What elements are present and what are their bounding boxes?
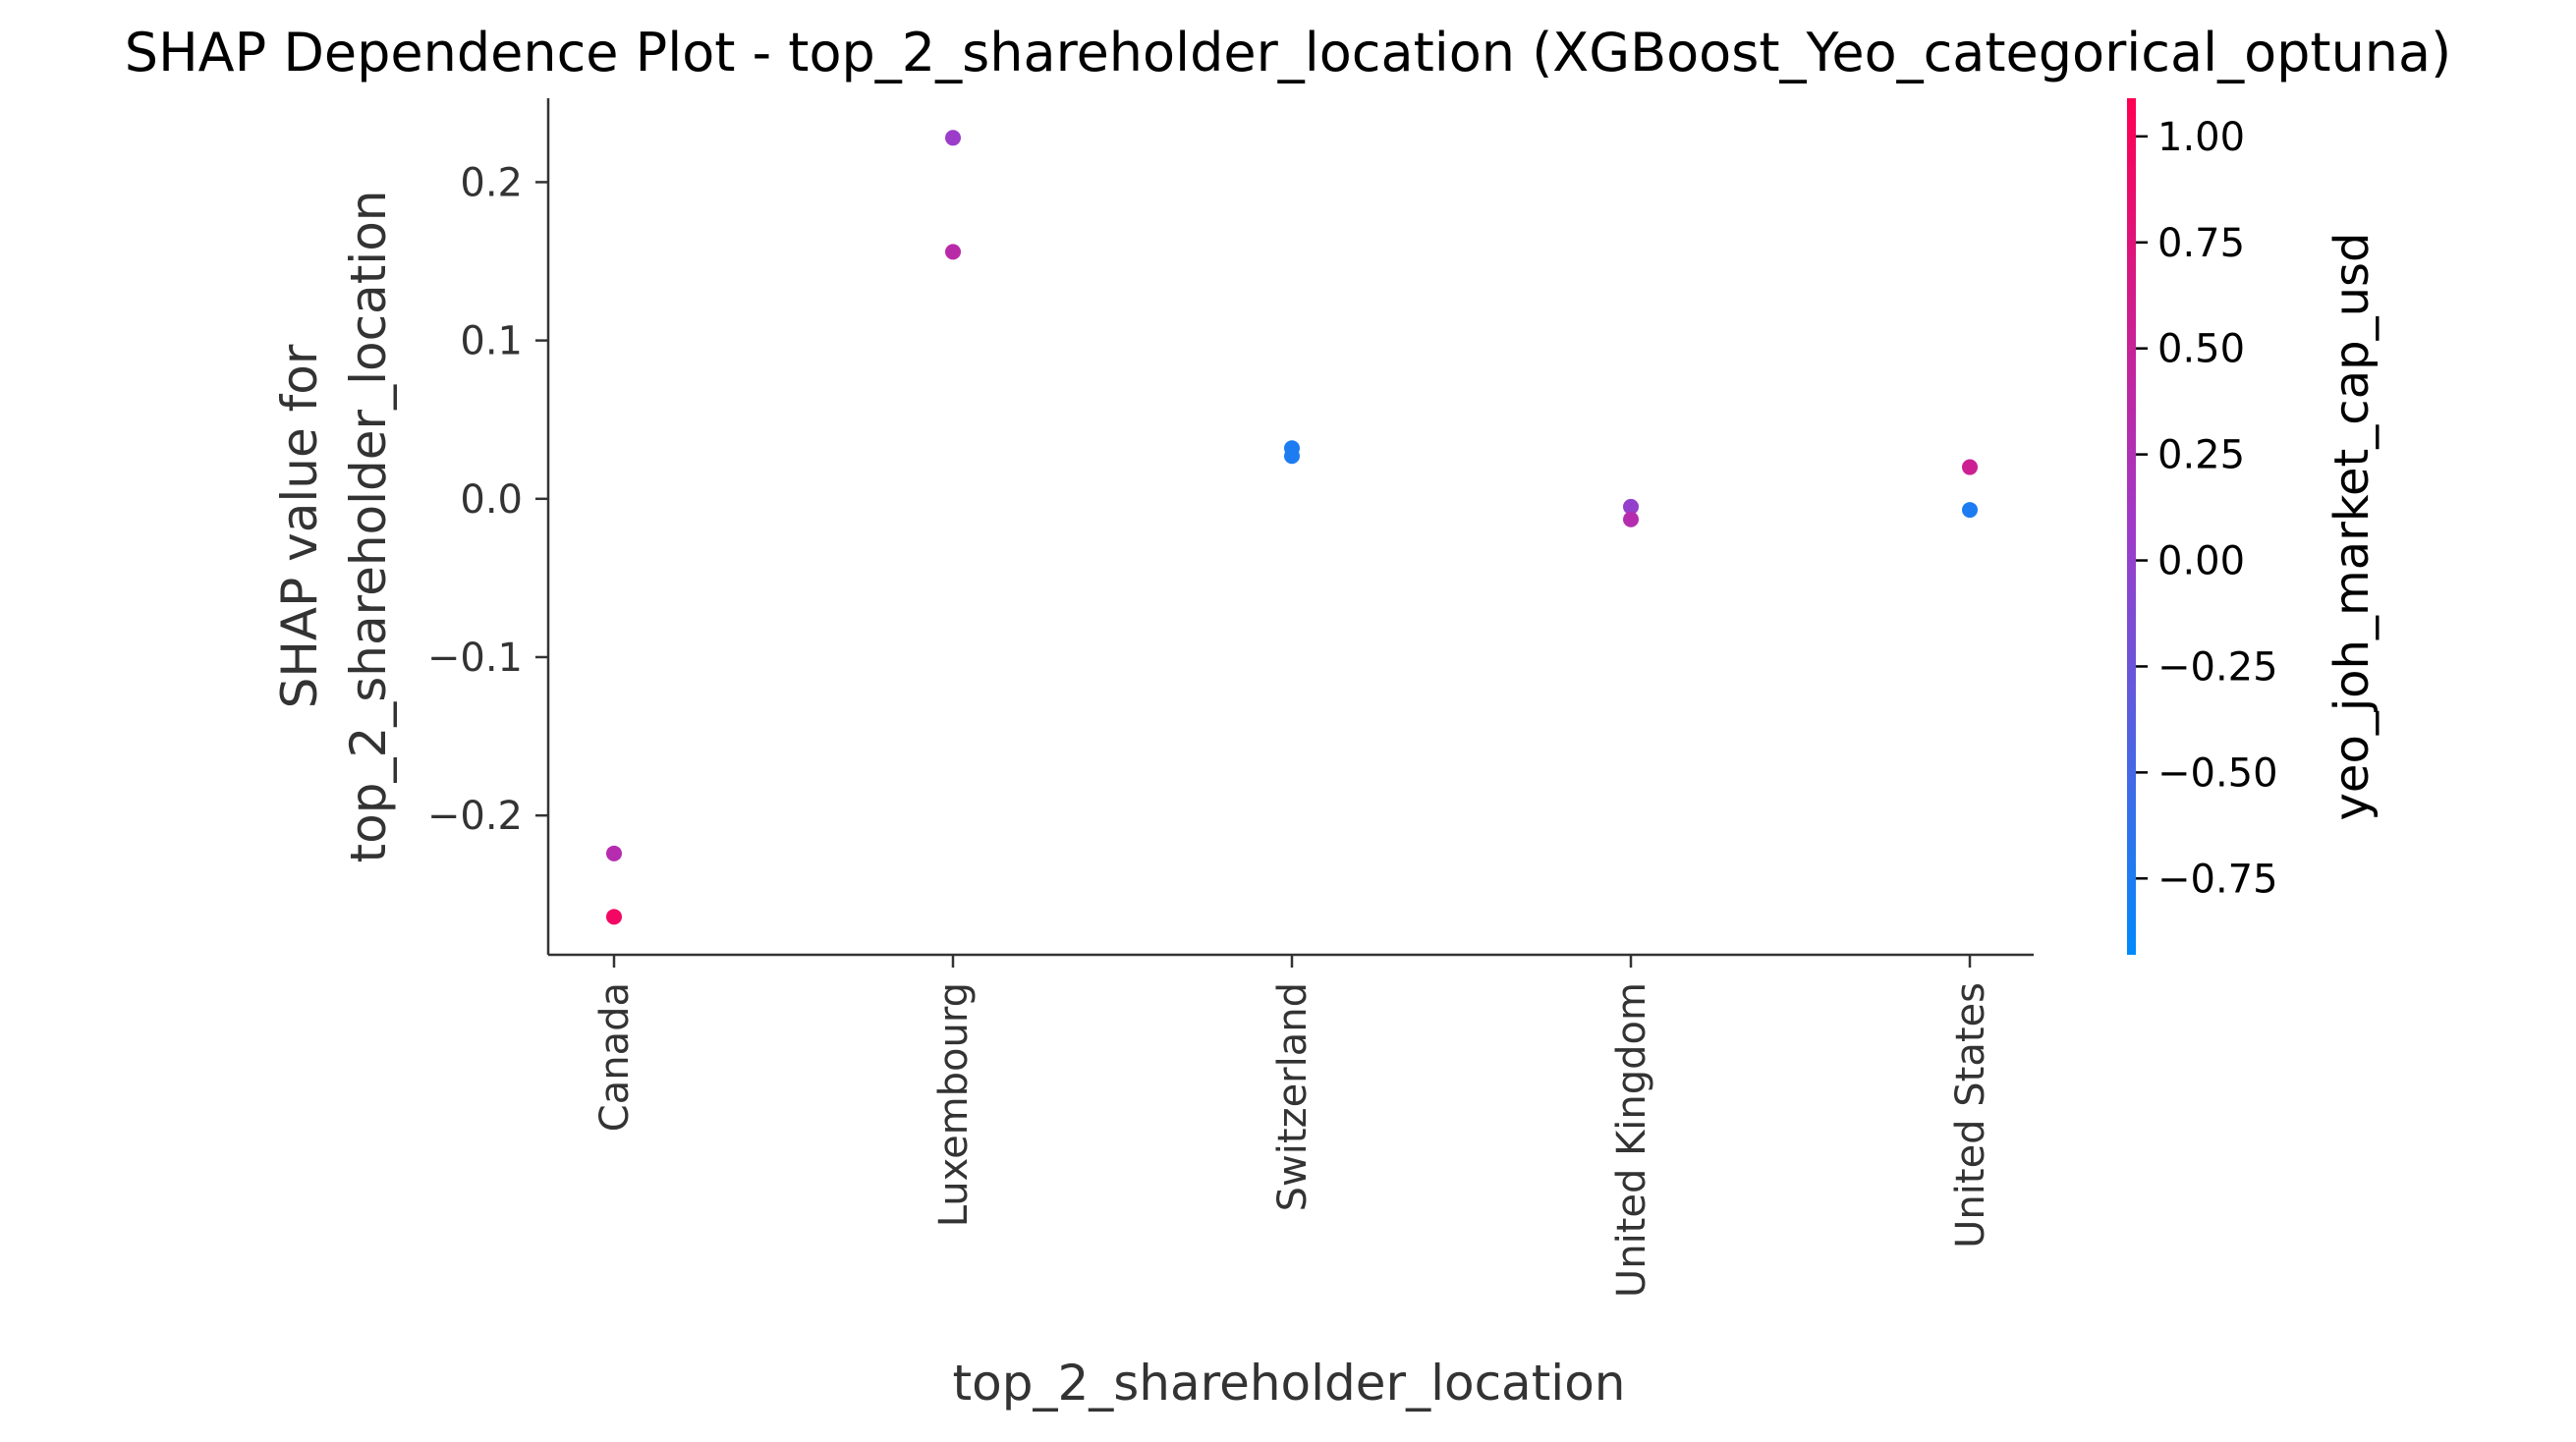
colorbar-tick-label: 1.00 — [2157, 115, 2245, 160]
scatter-points — [606, 130, 1978, 925]
data-point — [1962, 459, 1978, 475]
chart-title: SHAP Dependence Plot - top_2_shareholder… — [125, 22, 2451, 83]
data-point — [1962, 502, 1978, 519]
y-tick-label: −0.2 — [427, 794, 523, 839]
data-point — [1623, 498, 1639, 515]
y-axis-label-line1: SHAP value for — [271, 344, 328, 708]
data-point — [606, 909, 622, 925]
data-point — [945, 244, 961, 260]
x-tick-label: Canada — [592, 982, 638, 1132]
colorbar-label: yeo_joh_market_cap_usd — [2324, 233, 2380, 821]
colorbar-tick-label: 0.75 — [2157, 221, 2245, 266]
colorbar-tick-label: 0.25 — [2157, 433, 2245, 478]
data-point — [945, 130, 961, 146]
colorbar-tick-label: 0.00 — [2157, 539, 2245, 584]
colorbar-tick-label: 0.50 — [2157, 327, 2245, 372]
data-point — [1623, 511, 1639, 527]
data-point — [1284, 448, 1300, 465]
x-tick-label: Switzerland — [1270, 982, 1316, 1211]
x-tick-label: Luxembourg — [931, 982, 977, 1227]
colorbar-tick-label: −0.25 — [2157, 644, 2278, 690]
colorbar — [2127, 98, 2136, 955]
x-axis-label: top_2_shareholder_location — [953, 1355, 1626, 1412]
y-tick-label: 0.0 — [460, 477, 523, 523]
y-axis-ticks: 0.2 0.1 0.0 −0.1 −0.2 — [427, 160, 548, 839]
y-axis-label-line2: top_2_shareholder_location — [340, 191, 397, 863]
colorbar-ticks: 1.00 0.75 0.50 0.25 0.00 −0.25 −0.50 −0.75 — [2136, 115, 2278, 902]
x-tick-label: United Kingdom — [1609, 982, 1654, 1298]
colorbar-tick-label: −0.50 — [2157, 750, 2278, 796]
x-axis-ticks: Canada Luxembourg Switzerland United Kingdo… — [592, 955, 1993, 1298]
y-tick-label: −0.1 — [427, 636, 523, 681]
colorbar-tick-label: −0.75 — [2157, 857, 2278, 902]
data-point — [606, 845, 622, 861]
y-tick-label: 0.2 — [460, 160, 523, 205]
x-tick-label: United States — [1948, 982, 1993, 1248]
y-tick-label: 0.1 — [460, 319, 523, 364]
